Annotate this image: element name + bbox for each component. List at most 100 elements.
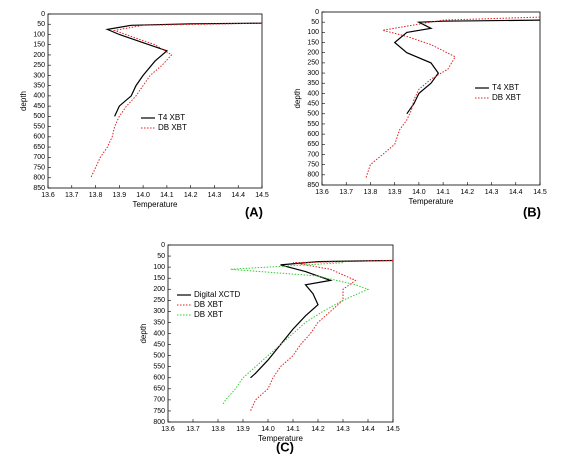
y-tick-label: 450 — [153, 341, 165, 348]
y-tick-label: 450 — [307, 100, 319, 107]
y-tick-label: 300 — [33, 72, 45, 79]
y-tick-label: 100 — [307, 29, 319, 36]
plot-frame — [321, 11, 541, 186]
plot-frame — [167, 244, 394, 423]
x-tick-label: 13.9 — [113, 192, 127, 199]
y-tick-label: 300 — [307, 70, 319, 77]
y-tick-label: 150 — [307, 39, 319, 46]
y-tick-label: 200 — [307, 50, 319, 57]
y-tick-label: 150 — [33, 42, 45, 49]
y-tick-label: 750 — [153, 408, 165, 415]
legend-label: T4 XBT — [492, 83, 519, 92]
x-tick-label: 14.2 — [184, 192, 198, 199]
x-tick-label: 14.4 — [231, 192, 245, 199]
x-tick-label: 14.2 — [311, 426, 325, 433]
x-tick-label: 13.9 — [236, 426, 250, 433]
y-tick-label: 500 — [307, 111, 319, 118]
y-tick-label: 700 — [307, 151, 319, 158]
y-tick-label: 50 — [311, 19, 319, 26]
x-tick-label: 14.5 — [533, 189, 547, 196]
x-tick-label: 14.1 — [160, 192, 174, 199]
y-tick-label: 800 — [153, 419, 165, 426]
x-tick-label: 14.4 — [361, 426, 375, 433]
legend-label: DB XBT — [492, 93, 521, 102]
y-tick-label: 600 — [307, 131, 319, 138]
x-tick-label: 13.6 — [161, 426, 175, 433]
y-tick-label: 200 — [153, 286, 165, 293]
y-tick-label: 400 — [33, 93, 45, 100]
subplot: 13.6 13.7 13.8 13.9 14.0 14.1 14.2 14.3 14.4 14.5… — [139, 242, 400, 455]
y-tick-label: 0 — [41, 11, 45, 18]
x-tick-label: 13.9 — [388, 189, 402, 196]
x-tick-label: 13.6 — [41, 192, 55, 199]
y-tick-label: 250 — [307, 60, 319, 67]
x-tick-label: 14.0 — [412, 189, 426, 196]
y-tick-label: 750 — [33, 164, 45, 171]
legend-label: T4 XBT — [158, 113, 185, 122]
profile-line — [105, 22, 263, 117]
x-tick-label: 14.4 — [509, 189, 523, 196]
x-tick-label: 13.8 — [89, 192, 103, 199]
x-axis-label: Temperature — [133, 200, 178, 209]
legend-label: DB XBT — [158, 123, 187, 132]
legend-label: DB XBT — [194, 310, 223, 319]
y-tick-label: 250 — [33, 62, 45, 69]
y-tick-label: 50 — [37, 21, 45, 28]
y-tick-label: 100 — [33, 31, 45, 38]
y-tick-label: 850 — [307, 182, 319, 189]
y-tick-label: 700 — [33, 154, 45, 161]
x-tick-label: 14.3 — [336, 426, 350, 433]
subplot: 13.6 13.7 13.8 13.9 14.0 14.1 14.2 14.3 14.4 14.5… — [19, 11, 269, 220]
y-axis-label: depth — [139, 323, 148, 343]
panel-label: (A) — [245, 204, 263, 219]
y-axis-label: depth — [19, 91, 28, 111]
legend-label: DB XBT — [194, 300, 223, 309]
y-tick-label: 550 — [307, 121, 319, 128]
y-tick-label: 700 — [153, 397, 165, 404]
y-tick-label: 250 — [153, 297, 165, 304]
y-tick-label: 650 — [307, 141, 319, 148]
subplot: 13.6 13.7 13.8 13.9 14.0 14.1 14.2 14.3 14.4 14.5… — [293, 9, 547, 220]
y-tick-label: 300 — [153, 308, 165, 315]
x-tick-label: 14.1 — [436, 189, 450, 196]
y-tick-label: 750 — [307, 161, 319, 168]
y-tick-label: 150 — [153, 275, 165, 282]
x-tick-label: 13.7 — [339, 189, 353, 196]
y-tick-label: 800 — [307, 172, 319, 179]
y-axis-label: depth — [293, 88, 302, 108]
y-tick-label: 200 — [33, 52, 45, 59]
plot-frame — [47, 13, 263, 189]
profile-line — [365, 16, 541, 180]
y-tick-label: 400 — [153, 330, 165, 337]
x-tick-label: 13.7 — [186, 426, 200, 433]
legend-label: Digital XCTD — [194, 290, 240, 299]
x-tick-label: 14.5 — [386, 426, 400, 433]
x-tick-label: 13.8 — [364, 189, 378, 196]
x-axis-label: Temperature — [409, 197, 454, 206]
profile-line — [250, 260, 394, 412]
x-tick-label: 14.5 — [255, 192, 269, 199]
x-tick-label: 13.6 — [315, 189, 329, 196]
y-tick-label: 850 — [33, 185, 45, 192]
x-tick-label: 14.1 — [286, 426, 300, 433]
x-tick-label: 13.7 — [65, 192, 79, 199]
y-tick-label: 350 — [33, 82, 45, 89]
y-tick-label: 350 — [153, 319, 165, 326]
x-axis-label: Temperature — [258, 434, 303, 443]
y-tick-label: 600 — [33, 134, 45, 141]
profile-line — [90, 22, 263, 179]
y-tick-label: 650 — [153, 386, 165, 393]
panel-label: (C) — [276, 439, 294, 454]
y-tick-label: 450 — [33, 103, 45, 110]
y-tick-label: 800 — [33, 175, 45, 182]
y-tick-label: 400 — [307, 90, 319, 97]
x-tick-label: 14.0 — [261, 426, 275, 433]
y-tick-label: 0 — [161, 242, 165, 249]
y-tick-label: 50 — [157, 253, 165, 260]
y-tick-label: 550 — [33, 123, 45, 130]
x-tick-label: 13.8 — [211, 426, 225, 433]
y-tick-label: 0 — [315, 9, 319, 16]
